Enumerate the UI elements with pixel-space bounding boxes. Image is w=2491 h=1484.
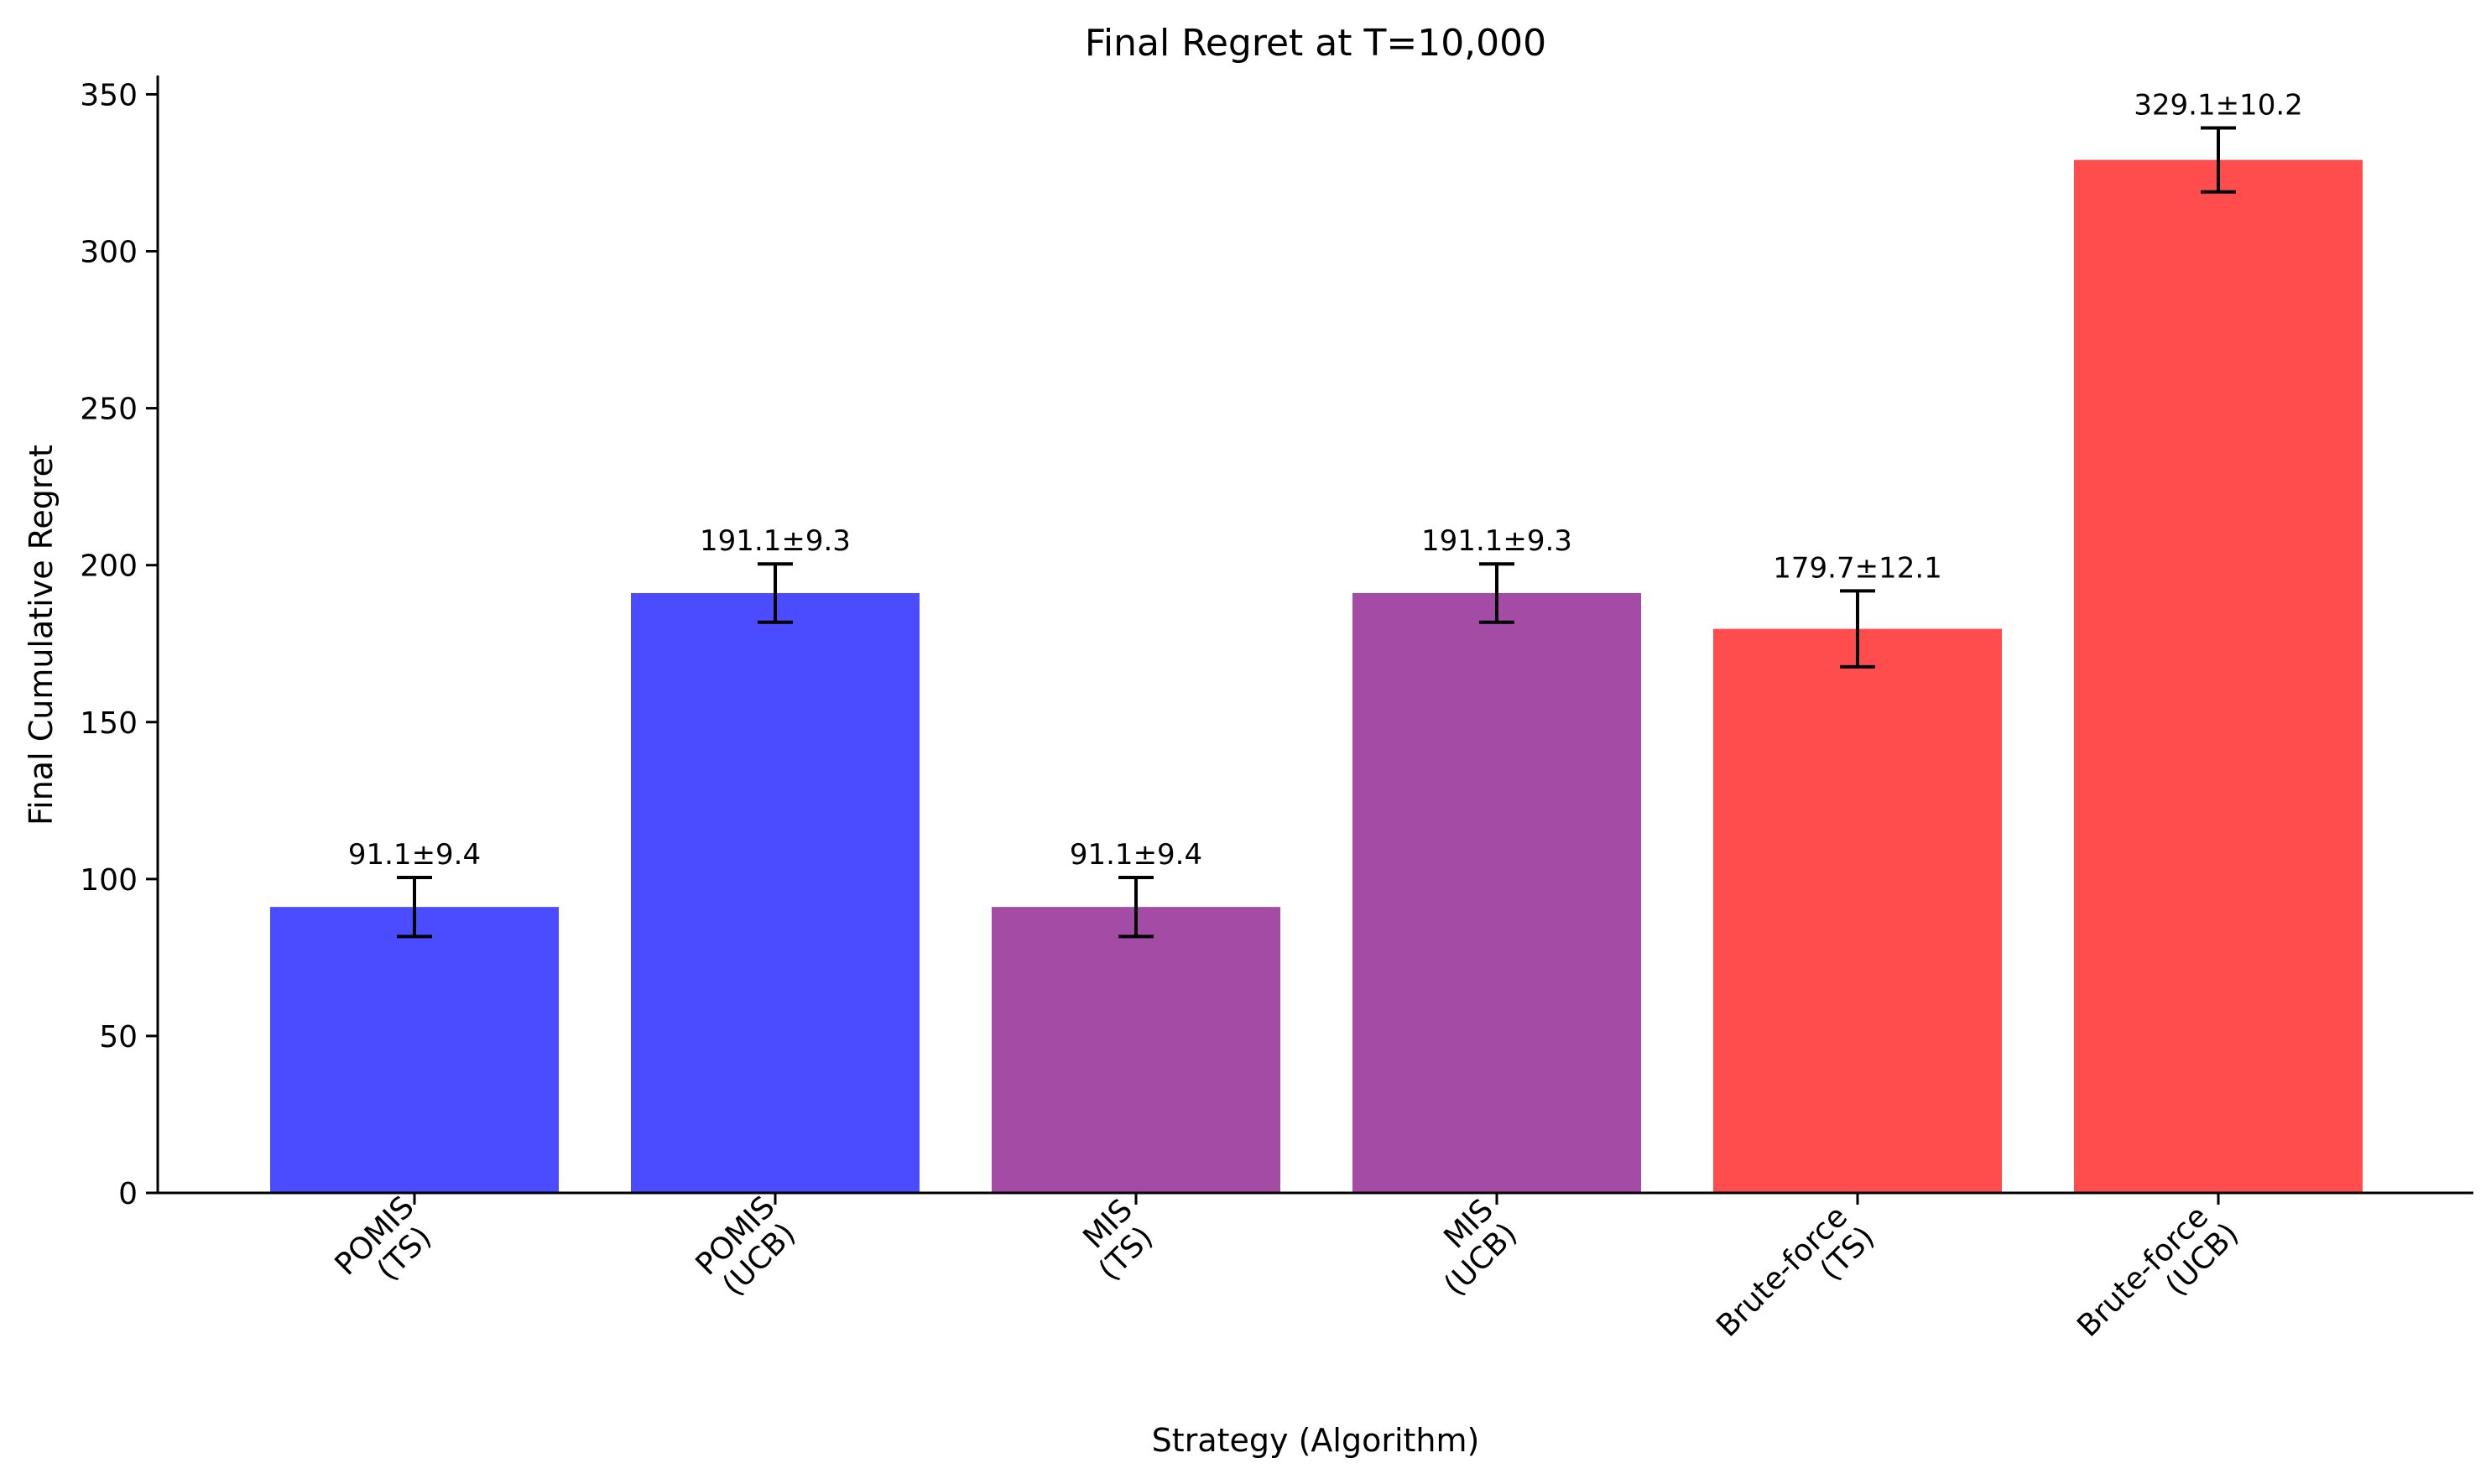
- error-bar-2: [1118, 875, 1154, 939]
- error-bar-0: [397, 875, 432, 939]
- y-tick-label-3: 150: [80, 706, 138, 741]
- x-tick-label-4: Brute-force(TS): [1710, 1196, 1881, 1367]
- x-axis-label: Strategy (Algorithm): [1152, 1422, 1480, 1459]
- bar-3: [1352, 592, 1641, 1193]
- y-tick-label-6: 300: [80, 236, 138, 270]
- error-bar-3: [1479, 562, 1514, 624]
- bar-5: [2074, 159, 2363, 1193]
- y-axis: 0 50 100 150 200 250 300 350: [80, 76, 159, 1211]
- bar-0: [270, 907, 559, 1193]
- bars-group: [270, 159, 2363, 1193]
- x-axis: POMIS(TS) POMIS(UCB) MIS(TS) MIS(UCB) Brute-…: [158, 1190, 2473, 1367]
- data-label-4: 179.7±12.1: [1773, 551, 1942, 585]
- bar-1: [631, 592, 920, 1193]
- x-tick-label-2: MIS(TS): [1068, 1193, 1163, 1288]
- y-tick-label-7: 350: [80, 78, 138, 112]
- x-tick-label-3: MIS(UCB): [1414, 1193, 1524, 1303]
- data-label-1: 191.1±9.3: [700, 524, 851, 558]
- y-axis-label: Final Cumulative Regret: [23, 445, 60, 825]
- y-tick-label-2: 100: [80, 863, 138, 898]
- y-tick-label-5: 250: [80, 393, 138, 427]
- data-label-3: 191.1±9.3: [1421, 524, 1572, 558]
- data-label-0: 91.1±9.4: [348, 838, 481, 872]
- error-bar-4: [1840, 589, 1875, 669]
- y-tick-label-0: 0: [118, 1177, 138, 1211]
- chart-title: Final Regret at T=10,000: [1085, 22, 1546, 65]
- y-tick-label-4: 200: [80, 549, 138, 584]
- x-tick-label-0: POMIS(TS): [329, 1190, 445, 1305]
- error-bar-1: [758, 562, 793, 624]
- data-label-5: 329.1±10.2: [2134, 88, 2303, 122]
- x-tick-label-5: Brute-force(UCB): [2071, 1193, 2245, 1367]
- bar-4: [1713, 628, 2002, 1193]
- bar-2: [992, 907, 1280, 1193]
- error-bar-5: [2201, 126, 2236, 194]
- x-tick-label-1: POMIS(UCB): [690, 1190, 805, 1305]
- data-label-2: 91.1±9.4: [1070, 838, 1202, 872]
- error-bars-group: [397, 126, 2236, 939]
- y-tick-label-1: 50: [99, 1020, 138, 1054]
- data-labels-group: 91.1±9.4 191.1±9.3 91.1±9.4 191.1±9.3 179.7±…: [348, 88, 2303, 871]
